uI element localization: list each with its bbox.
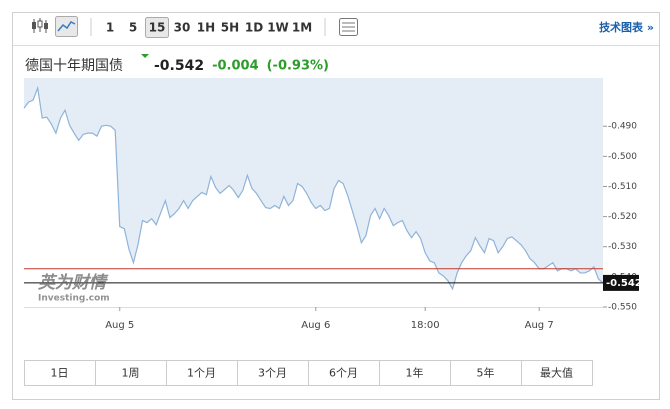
chart-type-candle[interactable] <box>32 18 48 33</box>
change-percent: (-0.93%) <box>267 59 329 74</box>
watermark-sub: Investing.com <box>38 294 110 304</box>
tech-chart-link[interactable]: 技术图表 » <box>599 20 654 34</box>
area-fill <box>24 78 603 289</box>
y-tick-label: -0.500 <box>608 152 637 162</box>
interval-button[interactable]: 15 <box>149 21 166 35</box>
y-tick-label: -0.520 <box>608 212 637 222</box>
settings-icon[interactable] <box>339 18 358 36</box>
interval-button[interactable]: 1W <box>267 21 289 35</box>
current-badge-label: -0.542 <box>606 278 642 289</box>
y-tick-label: -0.530 <box>608 242 637 252</box>
range-button[interactable]: 5年 <box>477 366 495 380</box>
watermark: 英为财情 <box>37 273 109 293</box>
x-tick-label: Aug 7 <box>525 320 554 331</box>
interval-button[interactable]: 5 <box>129 21 137 35</box>
interval-button[interactable]: 1D <box>245 21 263 35</box>
y-tick-label: -0.550 <box>608 303 637 313</box>
chart-type-line[interactable] <box>55 16 78 37</box>
y-tick-label: -0.490 <box>608 122 637 132</box>
x-tick-label: 18:00 <box>411 320 440 331</box>
range-button[interactable]: 3个月 <box>258 367 287 380</box>
price: -0.542 <box>154 58 204 74</box>
change-arrow <box>141 54 149 58</box>
instrument-title: 德国十年期国债 <box>25 58 123 74</box>
range-button[interactable]: 最大值 <box>540 366 573 380</box>
x-tick-label: Aug 5 <box>105 320 134 331</box>
range-button[interactable]: 1周 <box>122 367 140 380</box>
current-badge <box>603 274 639 291</box>
interval-button[interactable]: 1H <box>197 21 215 35</box>
interval-button[interactable]: 1 <box>106 21 114 35</box>
x-tick-label: Aug 6 <box>301 320 330 331</box>
interval-selected <box>145 17 169 38</box>
range-button[interactable]: 6个月 <box>329 367 358 380</box>
range-button[interactable]: 1年 <box>406 366 424 380</box>
change: -0.004 <box>212 59 259 74</box>
interval-button[interactable]: 1M <box>292 21 312 35</box>
interval-button[interactable]: 5H <box>221 21 239 35</box>
range-button[interactable]: 1日 <box>51 367 69 380</box>
y-tick-label: -0.510 <box>608 182 637 192</box>
price-line <box>23 85 604 291</box>
interval-button[interactable]: 30 <box>174 21 191 35</box>
range-button[interactable]: 1个月 <box>187 367 216 380</box>
